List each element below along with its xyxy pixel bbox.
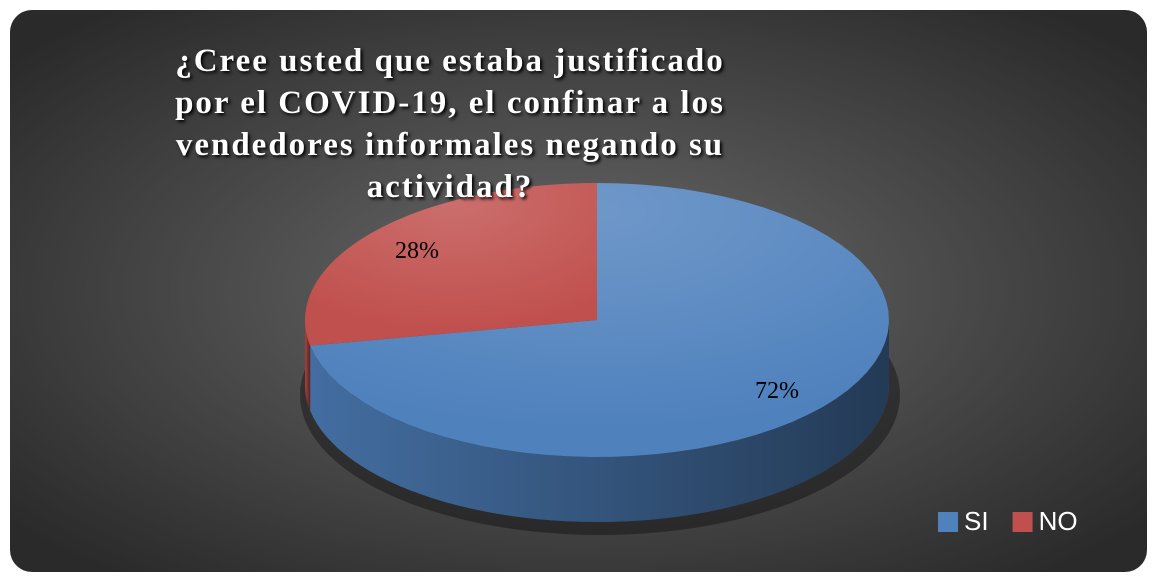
legend-label: SI [964,506,989,536]
pie-slice-highlight [305,183,597,346]
legend: SI NO [938,506,1078,536]
pie-slice-highlight [310,183,889,457]
legend-swatch [938,512,958,532]
pie-side-shade [310,320,889,522]
pie-side-shade [305,320,311,411]
legend-label: NO [1039,506,1078,536]
data-label: 28% [395,238,439,264]
legend-swatch [1012,512,1033,532]
data-label: 72% [755,378,799,404]
pie: 72% 28% [305,183,889,522]
chart-title: ¿Cree usted que estaba justificado por e… [175,43,725,205]
